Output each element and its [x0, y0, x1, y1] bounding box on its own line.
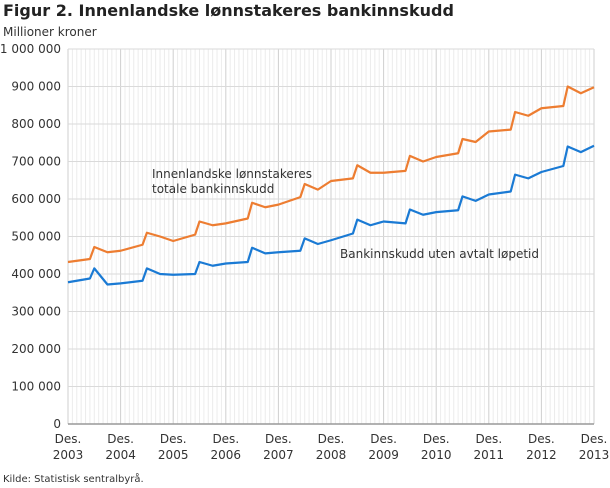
series-annotation-total: totale bankinnskudd	[152, 182, 274, 196]
y-tick-label: 300 000	[11, 305, 61, 319]
x-tick-label: 2003	[53, 448, 84, 462]
x-tick-label: Des.	[160, 432, 187, 446]
x-tick-label: 2005	[158, 448, 189, 462]
x-tick-label: 2013	[579, 448, 610, 462]
x-tick-label: Des.	[370, 432, 397, 446]
y-axis-label: Millioner kroner	[3, 25, 97, 39]
x-tick-label: 2006	[211, 448, 242, 462]
x-tick-label: 2009	[368, 448, 399, 462]
y-tick-label: 0	[53, 417, 61, 431]
chart-title: Figur 2. Innenlandske lønnstakeres banki…	[3, 1, 454, 20]
x-tick-label: Des.	[55, 432, 82, 446]
y-tick-label: 700 000	[11, 155, 61, 169]
y-tick-label: 1 000 000	[0, 42, 61, 56]
series-annotation-no-fixed-term: Bankinnskudd uten avtalt løpetid	[340, 247, 539, 261]
x-tick-label: 2008	[316, 448, 347, 462]
series-annotation-total: Innenlandske lønnstakeres	[152, 167, 312, 181]
x-tick-label: Des.	[318, 432, 345, 446]
y-tick-label: 200 000	[11, 342, 61, 356]
x-tick-label: Des.	[265, 432, 292, 446]
x-tick-label: 2010	[421, 448, 452, 462]
x-tick-label: Des.	[581, 432, 608, 446]
x-tick-label: 2011	[474, 448, 505, 462]
x-tick-label: 2007	[263, 448, 294, 462]
x-tick-label: Des.	[475, 432, 502, 446]
y-tick-label: 800 000	[11, 117, 61, 131]
x-tick-label: Des.	[528, 432, 555, 446]
y-tick-label: 400 000	[11, 267, 61, 281]
y-tick-label: 600 000	[11, 192, 61, 206]
y-tick-label: 100 000	[11, 380, 61, 394]
x-tick-label: 2004	[105, 448, 136, 462]
source-note: Kilde: Statistisk sentralbyrå.	[3, 474, 144, 485]
x-tick-label: Des.	[107, 432, 134, 446]
y-tick-label: 500 000	[11, 230, 61, 244]
x-tick-label: Des.	[212, 432, 239, 446]
x-tick-label: 2012	[526, 448, 557, 462]
x-tick-label: Des.	[423, 432, 450, 446]
y-tick-label: 900 000	[11, 80, 61, 94]
